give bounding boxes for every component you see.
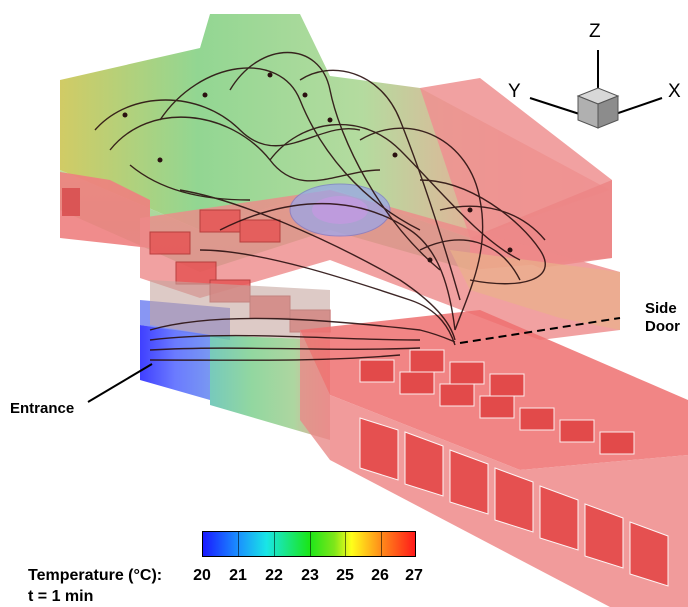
tick-label: 20 xyxy=(193,567,211,584)
tick-label: 21 xyxy=(229,567,247,584)
tick-label: 23 xyxy=(301,567,319,584)
side-door-label-1: Side xyxy=(645,300,677,317)
side-door-label-2: Door xyxy=(645,318,680,335)
legend-title: Temperature (°C): xyxy=(28,567,163,584)
entrance-label: Entrance xyxy=(10,400,75,417)
axis-y-label: Y xyxy=(508,81,521,102)
left-wing xyxy=(60,172,150,248)
entrance-leader xyxy=(87,363,153,403)
colorbar-ticks: 20 21 22 23 25 26 27 xyxy=(193,567,423,587)
time-label: t = 1 min xyxy=(28,588,94,605)
tick-label: 26 xyxy=(371,567,389,584)
streamlines xyxy=(94,51,546,361)
tick-label: 27 xyxy=(405,567,423,584)
entrance-block xyxy=(140,325,210,400)
axis-x-label: X xyxy=(668,81,681,102)
axis-z-label: Z xyxy=(589,21,601,42)
temperature-colorbar xyxy=(202,531,416,557)
side-door-leader xyxy=(459,317,621,344)
axis-triad xyxy=(529,50,663,129)
tick-label: 25 xyxy=(336,567,354,584)
tick-label: 22 xyxy=(265,567,283,584)
streamline-arrows xyxy=(122,72,513,263)
